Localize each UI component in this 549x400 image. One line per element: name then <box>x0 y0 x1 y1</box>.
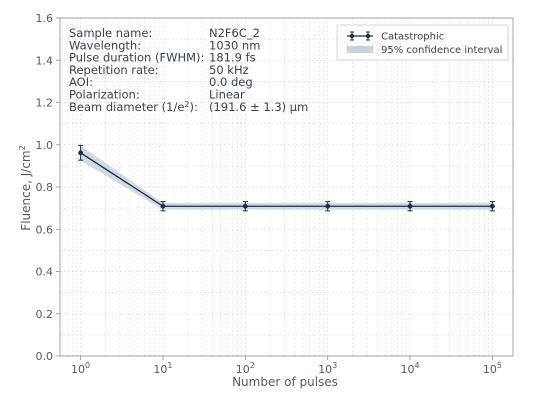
x-tick-label: 102 <box>236 361 255 376</box>
y-axis-label: Fluence, J/cm2 <box>18 145 33 230</box>
y-axis-label-superscript: 2 <box>18 145 27 150</box>
info-key: Sample name: <box>69 26 152 40</box>
legend-marker-catastrophic <box>347 31 373 41</box>
x-tick-label: 103 <box>318 361 337 376</box>
info-value: (191.6 ± 1.3) μm <box>209 100 308 114</box>
data-point <box>242 201 248 212</box>
y-tick-label: 0.2 <box>36 308 54 321</box>
data-point <box>325 201 331 212</box>
y-tick-label: 0.6 <box>36 223 54 236</box>
legend-label-confidence: 95% confidence interval <box>381 45 502 56</box>
data-marker <box>490 203 495 209</box>
info-value: N2F6C_2 <box>209 26 260 40</box>
confidence-band-area <box>80 145 493 210</box>
data-point <box>160 201 166 212</box>
legend-swatch-confidence <box>347 46 373 53</box>
legend: Catastrophic 95% confidence interval <box>336 24 509 61</box>
data-marker <box>160 203 166 209</box>
info-value: 181.9 fs <box>209 51 256 65</box>
y-tick-label: 1.2 <box>36 97 54 110</box>
y-tick-label: 0.0 <box>36 350 54 363</box>
x-tick-label: 104 <box>400 361 419 376</box>
data-point <box>407 201 413 212</box>
y-tick-label: 1.6 <box>36 12 54 25</box>
info-value: 50 kHz <box>209 63 249 77</box>
sample-info: Sample name: N2F6C_2 Wavelength: 1030 nm Pul… <box>69 26 308 114</box>
data-marker <box>325 203 331 209</box>
y-tick-label: 0.8 <box>36 181 54 194</box>
y-tick-label: 1.0 <box>36 139 54 152</box>
legend-box <box>336 24 509 61</box>
info-key: Pulse duration (FWHM): <box>69 51 204 65</box>
info-value: Linear <box>209 88 245 102</box>
data-point <box>78 144 84 161</box>
info-value: 0.0 deg <box>209 75 253 89</box>
legend-label-catastrophic: Catastrophic <box>381 32 444 43</box>
y-tick-label: 0.4 <box>36 266 54 279</box>
y-tick-label: 1.4 <box>36 54 54 67</box>
data-point <box>489 201 495 212</box>
axis-ticks: 0.0 0.2 0.4 0.6 0.8 1.0 1.2 1.4 1.6 100 101 102 103 1… <box>36 12 502 376</box>
info-key: Beam diameter (1/e2): <box>69 100 198 114</box>
info-value: 1030 nm <box>209 38 260 52</box>
series-line <box>80 152 493 207</box>
info-key: AOI: <box>69 75 93 89</box>
data-marker <box>242 203 248 209</box>
x-tick-label: 101 <box>153 361 172 376</box>
info-key: Repetition rate: <box>69 63 159 77</box>
confidence-band <box>80 145 493 210</box>
x-axis-label: Number of pulses <box>232 375 338 389</box>
info-key: Wavelength: <box>69 38 141 52</box>
info-key: Polarization: <box>69 88 140 102</box>
series-catastrophic <box>78 144 495 212</box>
data-marker <box>78 150 83 156</box>
x-tick-label: 105 <box>483 361 502 376</box>
x-tick-label: 100 <box>71 361 90 376</box>
data-marker <box>407 203 413 209</box>
